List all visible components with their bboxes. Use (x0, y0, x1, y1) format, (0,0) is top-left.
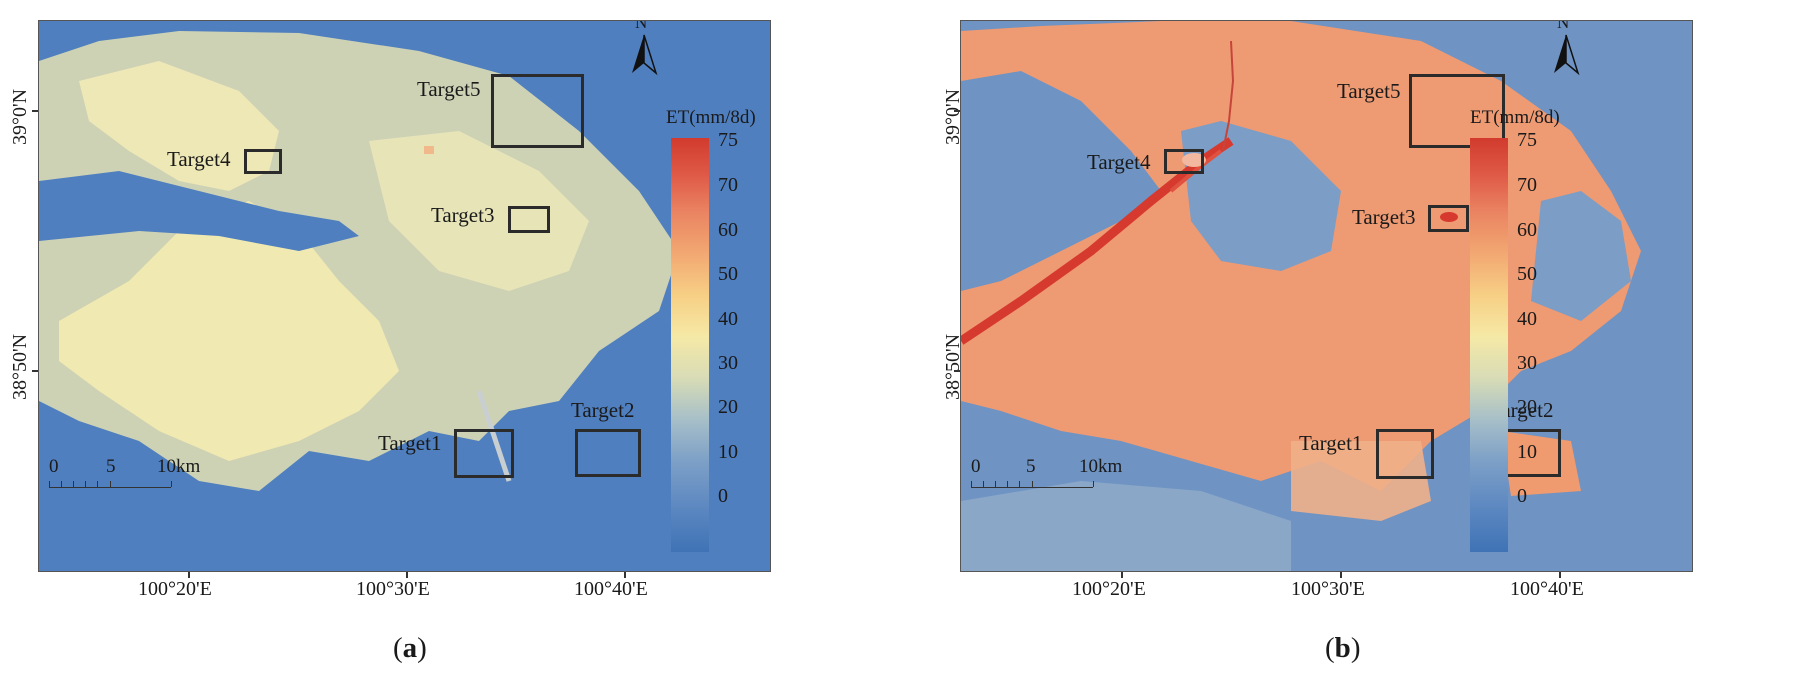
target-1-box (1376, 429, 1434, 479)
lat-label: 39°0'N (9, 88, 31, 145)
target-5-label: Target5 (1337, 79, 1401, 103)
legend-colorbar (671, 138, 709, 552)
target-5-box (491, 74, 584, 148)
legend-tick: 40 (1517, 308, 1537, 330)
panel-caption: (b) (1325, 632, 1361, 664)
lat-label: 39°0'N (942, 88, 964, 145)
lat-tick (954, 370, 960, 372)
legend-tick: 20 (1517, 396, 1537, 418)
lon-label: 100°20'E (1072, 578, 1146, 600)
legend-tick: 0 (718, 485, 728, 507)
lon-label: 100°40'E (1510, 578, 1584, 600)
lon-tick (624, 572, 626, 578)
legend-tick: 30 (718, 352, 738, 374)
legend-tick: 60 (1517, 219, 1537, 241)
target-1-label: Target1 (1299, 431, 1363, 455)
target-1-box (454, 429, 514, 478)
lon-tick (1559, 572, 1561, 578)
lon-label: 100°30'E (1291, 578, 1365, 600)
legend-tick: 70 (718, 174, 738, 196)
target-5-label: Target5 (417, 77, 481, 101)
lat-tick (32, 110, 38, 112)
legend-tick: 75 (718, 129, 738, 151)
lon-tick (1340, 572, 1342, 578)
legend-colorbar (1470, 138, 1508, 552)
target-4-box (244, 149, 282, 174)
et-raster-a (39, 21, 770, 571)
target-2-box (575, 429, 641, 477)
legend-tick: 50 (1517, 263, 1537, 285)
legend-tick: 50 (718, 263, 738, 285)
lon-tick (1121, 572, 1123, 578)
target-3-box (1428, 205, 1469, 232)
lat-tick (954, 110, 960, 112)
scale-bar: 0 5 10km (49, 456, 200, 496)
scale-bar: 0 5 10km (971, 456, 1122, 496)
north-arrow-icon: N (1546, 21, 1586, 85)
target-3-box (508, 206, 550, 233)
lon-label: 100°20'E (138, 578, 212, 600)
panel-b: Target5 Target4 Target3 Target1 Target2 … (960, 0, 1807, 684)
lon-tick (406, 572, 408, 578)
legend-tick: 60 (718, 219, 738, 241)
panel-a: Target5 Target4 Target3 Target1 Target2 … (0, 0, 800, 684)
target-2-label: Target2 (571, 398, 635, 422)
target-4-label: Target4 (167, 147, 231, 171)
legend-tick: 10 (718, 441, 738, 463)
target-5-box (1409, 74, 1505, 148)
lon-tick (188, 572, 190, 578)
lat-label: 38°50'N (942, 333, 964, 400)
legend-tick: 10 (1517, 441, 1537, 463)
legend-tick: 70 (1517, 174, 1537, 196)
legend-tick: 75 (1517, 129, 1537, 151)
target-4-box (1164, 149, 1204, 174)
legend-title: ET(mm/8d) (666, 107, 756, 128)
north-arrow-icon: N (624, 21, 664, 85)
legend-tick: 40 (718, 308, 738, 330)
legend-title: ET(mm/8d) (1470, 107, 1560, 128)
legend-tick: 30 (1517, 352, 1537, 374)
legend-tick: 0 (1517, 485, 1527, 507)
target-1-label: Target1 (378, 431, 442, 455)
legend-tick: 20 (718, 396, 738, 418)
target-3-label: Target3 (431, 203, 495, 227)
target-3-label: Target3 (1352, 205, 1416, 229)
lon-label: 100°40'E (574, 578, 648, 600)
et-map-highres: Target5 Target4 Target3 Target1 Target2 … (960, 20, 1693, 572)
target-4-label: Target4 (1087, 150, 1151, 174)
lat-tick (32, 370, 38, 372)
et-map-modis: Target5 Target4 Target3 Target1 Target2 … (38, 20, 771, 572)
panel-caption: (a) (393, 632, 427, 664)
lat-label: 38°50'N (9, 333, 31, 400)
lon-label: 100°30'E (356, 578, 430, 600)
